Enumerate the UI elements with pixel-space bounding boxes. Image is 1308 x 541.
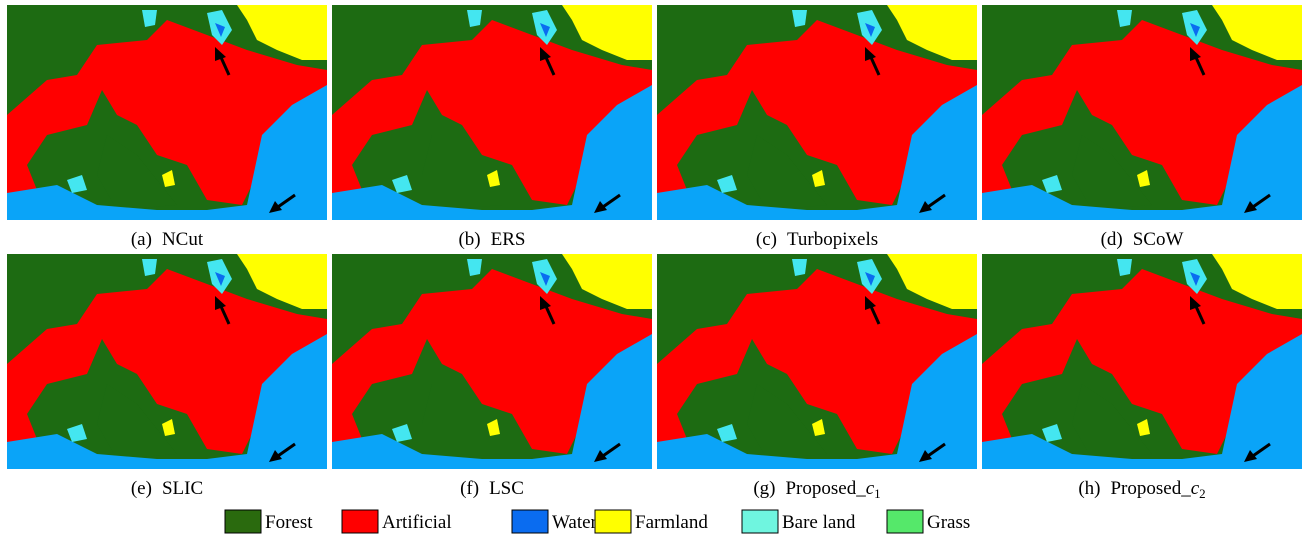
caption: (f) LSC <box>460 478 524 499</box>
caption: (b) ERS <box>458 229 525 250</box>
caption-name: SLIC <box>162 478 203 499</box>
panels: (a) NCut (b) ERS (c) Turbopixels (d) SCoW (e) SLI… <box>5 3 1304 501</box>
caption-name: SCoW <box>1133 229 1184 250</box>
legend: Forest Artificial Water Farmland Bare land Gr… <box>224 509 970 534</box>
caption-label: (d) <box>1101 229 1123 250</box>
caption-sub: 1 <box>874 486 881 501</box>
caption: (a) NCut <box>131 229 204 250</box>
legend-swatch <box>594 509 632 534</box>
caption-sub: 2 <box>1199 486 1206 501</box>
legend-label: Bare land <box>782 512 856 533</box>
caption: (e) SLIC <box>131 478 203 499</box>
legend-label: Forest <box>265 512 313 533</box>
caption-label: (g) <box>753 478 775 499</box>
caption-var: c <box>1191 478 1200 499</box>
classification-map <box>655 3 979 222</box>
caption-name: Proposed_ <box>1110 478 1191 499</box>
classification-map <box>330 3 654 222</box>
caption-name: LSC <box>489 478 524 499</box>
classification-map <box>980 3 1304 222</box>
caption-label: (f) <box>460 478 479 499</box>
caption-name: ERS <box>491 229 526 250</box>
caption-label: (b) <box>458 229 480 250</box>
legend-swatch <box>886 509 924 534</box>
classification-map <box>5 252 329 471</box>
caption: (c) Turbopixels <box>756 229 878 250</box>
classification-map <box>655 252 979 471</box>
legend-swatch <box>341 509 379 534</box>
legend-label: Water <box>552 512 598 533</box>
legend-label: Grass <box>927 512 970 533</box>
caption-name: Proposed_ <box>785 478 866 499</box>
classification-map <box>5 3 329 222</box>
caption-name: Turbopixels <box>787 229 878 250</box>
caption-name: NCut <box>162 229 204 250</box>
caption-label: (e) <box>131 478 152 499</box>
legend-swatch <box>224 509 262 534</box>
caption-var: c <box>866 478 875 499</box>
legend-label: Artificial <box>382 512 452 533</box>
legend-label: Farmland <box>635 512 708 533</box>
classification-map <box>330 252 654 471</box>
caption-label: (a) <box>131 229 152 250</box>
legend-swatch <box>741 509 779 534</box>
caption: (d) SCoW <box>1101 229 1184 250</box>
classification-map <box>980 252 1304 471</box>
caption-label: (h) <box>1078 478 1100 499</box>
caption-label: (c) <box>756 229 777 250</box>
legend-swatch <box>511 509 549 534</box>
caption: (g) Proposed_c1 <box>753 478 880 501</box>
caption: (h) Proposed_c2 <box>1078 478 1205 501</box>
